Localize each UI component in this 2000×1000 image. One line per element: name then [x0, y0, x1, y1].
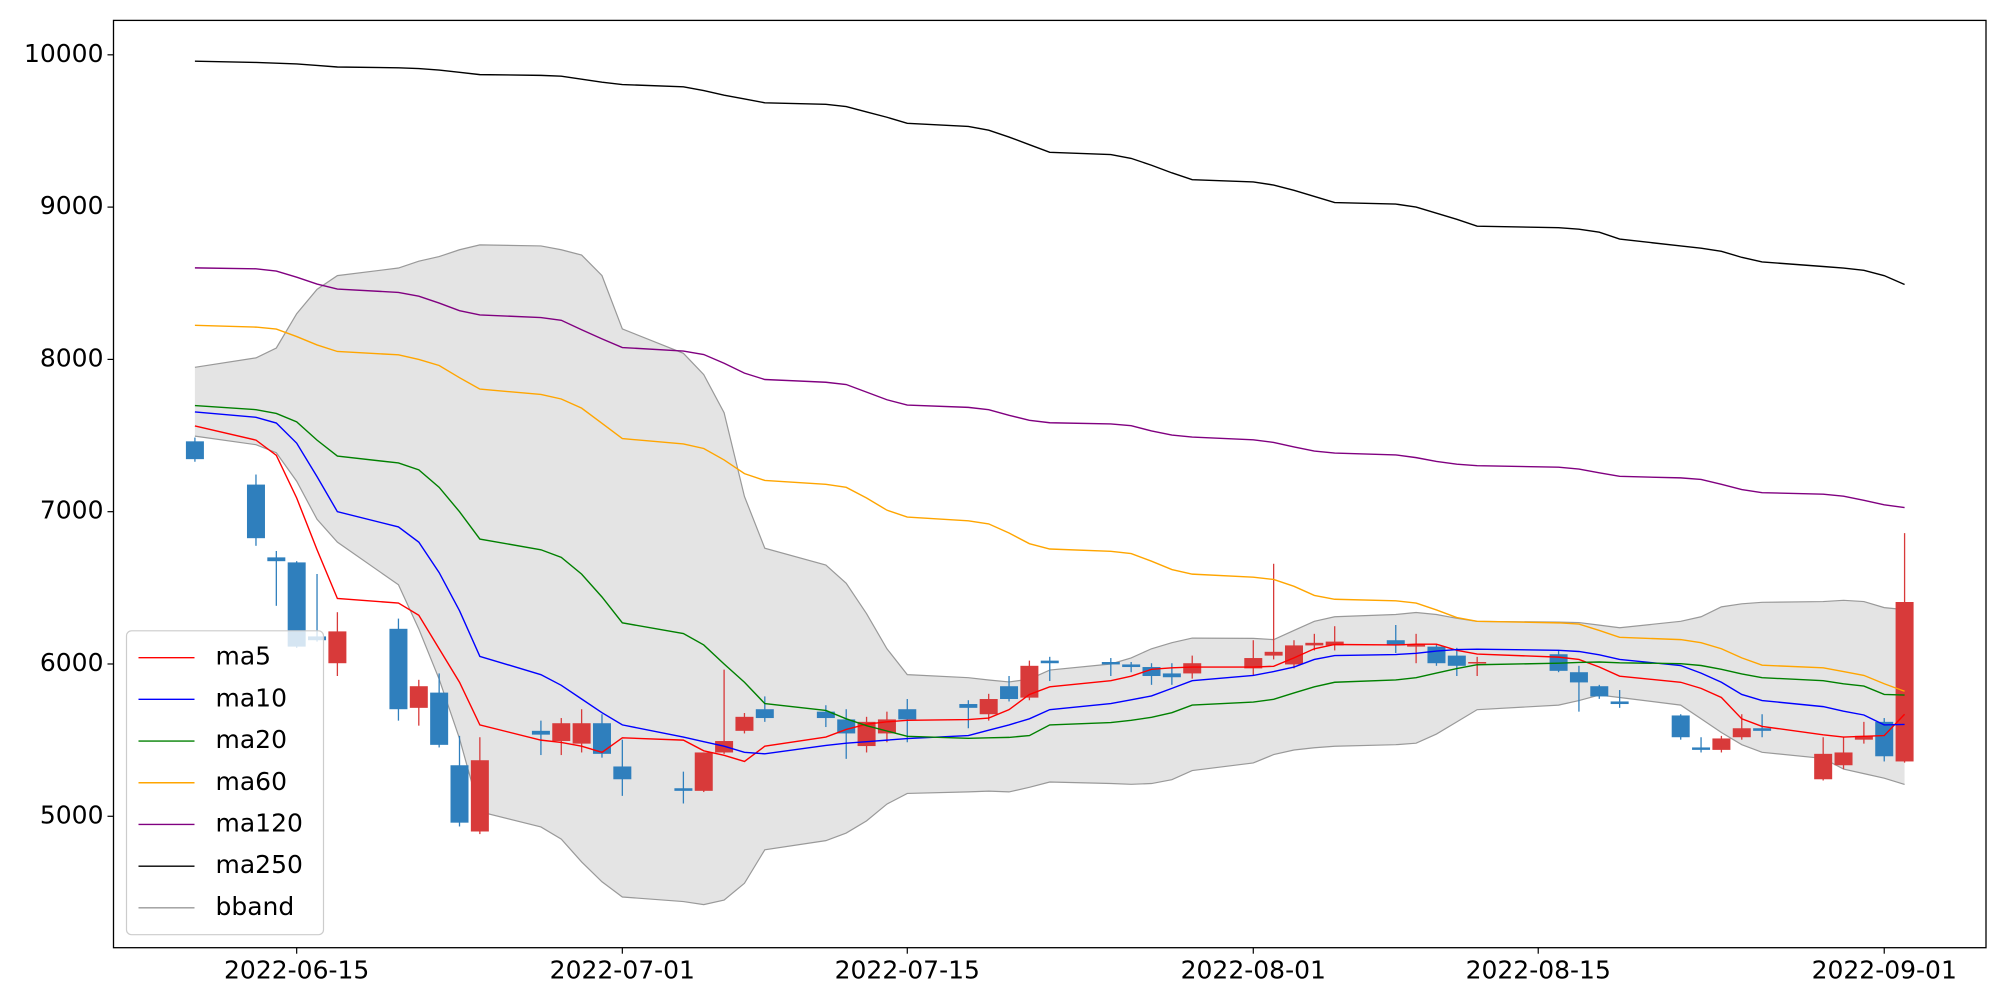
candle-body [531, 730, 550, 735]
candle-body [185, 441, 204, 460]
x-tick-label: 2022-08-15 [1466, 956, 1611, 985]
y-tick-label: 5000 [40, 800, 104, 829]
candle-body [1712, 738, 1731, 750]
bband-upper [194, 244, 1905, 683]
candle-body [1610, 701, 1629, 705]
candle-body [409, 686, 428, 708]
legend-label: ma60 [216, 767, 287, 796]
candle-body [450, 765, 469, 823]
candle-body [389, 628, 408, 710]
candle-body [816, 711, 835, 719]
candle-body [328, 631, 347, 664]
y-tick-label: 8000 [40, 343, 104, 372]
candle-body [1875, 721, 1894, 757]
candle-body [1590, 686, 1609, 697]
x-tick-label: 2022-08-01 [1181, 956, 1326, 985]
ma-line [194, 267, 1905, 509]
y-tick-label: 6000 [40, 648, 104, 677]
legend-label: ma10 [216, 683, 287, 712]
plot-frame [112, 19, 1987, 949]
ma-line [194, 425, 1906, 763]
ma-line [194, 60, 1905, 286]
candle-body [1427, 646, 1446, 664]
candle-body [1834, 752, 1853, 766]
candle-body [1142, 667, 1161, 677]
candle-body [1162, 673, 1181, 678]
legend-label: ma120 [216, 808, 303, 837]
ma-line [194, 404, 1905, 740]
candle-body [694, 752, 713, 791]
candle-body [857, 721, 876, 747]
candle-body [1814, 753, 1833, 780]
candle-body [1244, 658, 1263, 669]
ma-line [194, 411, 1905, 755]
candle-body [1671, 715, 1690, 738]
legend-label: bband [216, 892, 295, 921]
candle-body [1692, 747, 1711, 750]
x-tick-label: 2022-07-01 [550, 956, 695, 985]
legend-label: ma20 [216, 725, 287, 754]
candle-body [1447, 655, 1466, 666]
candle-body [1305, 642, 1324, 646]
y-tick-label: 7000 [40, 496, 104, 525]
candle-body [470, 760, 489, 832]
candle-body [674, 788, 693, 791]
candle-body [552, 723, 571, 742]
candle-body [1000, 686, 1019, 700]
legend-label: ma5 [216, 642, 272, 671]
candle-body [1569, 672, 1588, 683]
candle-body [592, 723, 611, 754]
legend-box [125, 630, 325, 936]
candle-body [1264, 651, 1283, 656]
candle-body [1101, 662, 1120, 665]
candle-body [1325, 641, 1344, 646]
candle-body [898, 709, 917, 720]
x-tick-label: 2022-07-15 [835, 956, 980, 985]
candle-body [1895, 601, 1914, 762]
candle-body [1122, 664, 1141, 668]
candle-body [1183, 663, 1202, 674]
candle-body [1020, 665, 1039, 698]
candle-body [267, 557, 286, 562]
candle-body [979, 699, 998, 715]
candle-body [1753, 728, 1772, 731]
x-tick-label: 2022-09-01 [1812, 956, 1957, 985]
candle-body [1732, 728, 1751, 738]
candle-body [1854, 735, 1873, 740]
candle-body [1407, 644, 1426, 647]
x-tick-label: 2022-06-15 [224, 956, 369, 985]
candle-body [430, 692, 449, 745]
candle-body [959, 704, 978, 708]
candle-body [572, 723, 591, 744]
legend-label: ma250 [216, 850, 303, 879]
candle-body [837, 719, 856, 734]
candle-body [735, 716, 754, 731]
ma-line [194, 324, 1905, 692]
legend: ma5 ma10 ma20 ma60 ma120 ma250 bband [125, 630, 325, 936]
candle-body [246, 484, 265, 539]
y-tick-label: 10000 [24, 39, 104, 68]
candle-body [1386, 640, 1405, 646]
candle-body [1468, 662, 1487, 664]
candle-body [287, 562, 306, 647]
candle-body [613, 766, 632, 780]
y-tick-label: 9000 [40, 191, 104, 220]
candle-body [1040, 660, 1059, 664]
candle-body [755, 709, 774, 719]
